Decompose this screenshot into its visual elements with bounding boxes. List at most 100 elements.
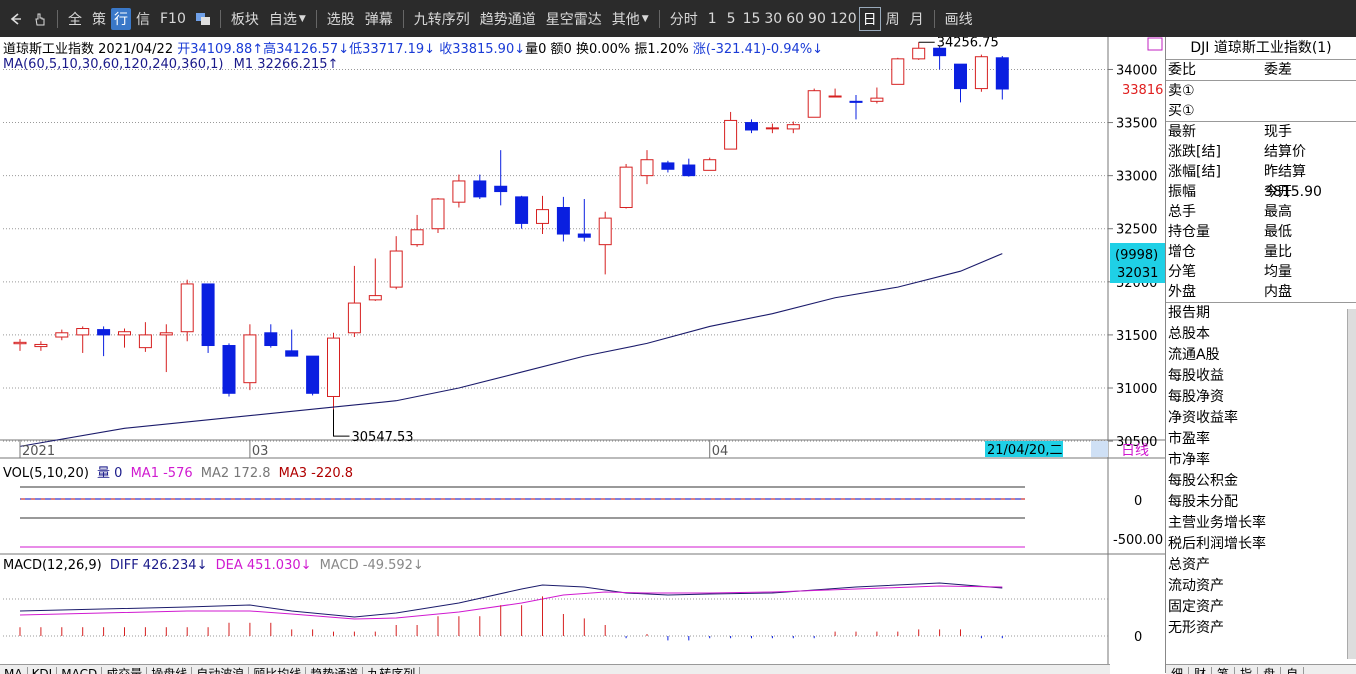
tb-draw[interactable]: 画线 [944,11,973,28]
panel-scrollbar[interactable] [1347,309,1356,659]
tb-danmu[interactable]: 弹幕 [364,11,393,28]
tb-zixuan-label: 自选 [268,11,297,28]
tb-90[interactable]: 90 [808,10,826,27]
candle-body [180,283,194,333]
volume-value: 量0 [525,42,547,57]
turnover-value: 换0.00% [575,42,631,57]
panel-toggle-icon [1147,37,1163,51]
candle-body [347,302,361,334]
indicator-tab[interactable]: MACD [57,667,103,674]
stat-key: 增仓 [1168,244,1196,260]
change-value: 涨(-321.41)-0.94%↓ [692,42,824,57]
close-value: 收33815.90↓ [439,42,526,57]
stat-key: 分笔 [1168,264,1196,280]
tb-xuangu[interactable]: 选股 [326,11,355,28]
tb-zixuan[interactable]: 自选 ▼ [264,8,311,30]
hand-icon[interactable] [28,8,52,30]
stat-value: 现手 [1264,124,1292,140]
tb-hang[interactable]: 行 [111,7,131,30]
indicator-tab[interactable]: 趋势通道 [306,667,364,674]
tb-15[interactable]: 15 [742,10,761,27]
candle-body [556,206,570,235]
candle-body [536,209,549,224]
indicator-tab[interactable]: MA [0,667,28,674]
candle-body [306,355,320,394]
vol-tick-label: 0 [1134,494,1142,509]
orderbook-key: 买① [1168,103,1195,119]
candle-body [577,233,591,238]
y-tick-label: 33000 [1116,170,1157,185]
candle-body [159,332,173,336]
macd-macd: MACD -49.592↓ [319,558,424,573]
macd-tick-label: 0 [1134,630,1142,645]
back-icon[interactable] [4,8,28,30]
tb-30[interactable]: 30 [764,10,783,27]
tb-week[interactable]: 周 [885,11,900,28]
finance-item: 主营业务增长率 [1168,515,1266,531]
vol-ma3: MA3 -220.8 [278,466,354,481]
caret-down-icon: ▼ [298,13,306,24]
kline-chart[interactable]: 3050031000315003200032500330003350034000… [0,37,1165,673]
candle-body [995,57,1009,90]
vol-ma1: MA1 -576 [130,466,193,481]
tb-fenshi[interactable]: 分时 [669,11,698,28]
tb-bankuai[interactable]: 板块 [230,11,259,28]
stat-value: 均量 [1264,264,1292,280]
cursor-price-box [1110,243,1165,283]
tb-5[interactable]: 5 [726,10,736,27]
tb-quan[interactable]: 全 [68,11,82,28]
vol-legend: VOL(5,10,20) 量 0 MA1 -576 MA2 172.8 MA3 … [3,462,353,481]
tb-qushi[interactable]: 趋势通道 [479,11,536,28]
tb-ce[interactable]: 策 [92,11,106,28]
indicator-tab[interactable]: 成交量 [102,667,148,674]
tb-qita[interactable]: 其他 ▼ [607,8,654,30]
ma-m1: M1 32266.215↑ [233,57,339,72]
panel-tab[interactable]: 财 [1189,667,1213,674]
panel-tab[interactable]: 盘 [1258,667,1282,674]
date-scroll-box [1091,441,1108,457]
finance-item: 流动资产 [1168,578,1224,594]
tb-jiuzhuan[interactable]: 九转序列 [413,11,470,28]
panel-tab[interactable]: 细 [1166,667,1190,674]
candle-body [118,331,131,336]
tb-60[interactable]: 60 [786,10,805,27]
indicator-tab[interactable]: 操盘线 [147,667,193,674]
tb-120[interactable]: 120 [829,10,857,27]
chart-bg [0,37,1165,673]
tb-month[interactable]: 月 [909,11,924,28]
low-pointer [333,409,350,437]
candle-body [452,180,466,203]
tb-xingkong[interactable]: 星空雷达 [545,11,602,28]
ma-line [19,253,1003,447]
candle-body [285,350,299,357]
vol-v: 量 0 [97,466,123,481]
indicator-tab[interactable]: 九转序列 [363,667,421,674]
windows-icon[interactable] [191,8,215,30]
candle-body [640,159,654,177]
candle-body [807,90,821,118]
panel-tab[interactable]: 自 [1281,667,1305,674]
candle-body [745,122,758,131]
finance-item: 每股收益 [1168,368,1224,384]
indicator-tab[interactable]: KDJ [27,667,58,674]
tb-day[interactable]: 日 [858,6,881,31]
panel-tab[interactable]: 笔 [1212,667,1236,674]
candle-body [138,334,152,349]
y-tick-label: 34000 [1116,63,1157,78]
candle-body [974,56,988,90]
cursor-price-label: (9998) [1115,248,1158,263]
chart-area[interactable]: 30500 31000 31500 32000 32500 33000 33500 34000… [0,37,1165,673]
stat-key: 最新 [1168,124,1196,140]
tb-f10[interactable]: F10 [160,10,186,27]
macd-legend: MACD(12,26,9) DIFF 426.234↓ DEA 451.030↓… [3,558,424,573]
indicator-tab[interactable]: 顾比均线 [249,667,307,674]
ohlc-header: 道琼斯工业指数 2021/04/22 开34109.88↑高34126.57↓低… [3,38,823,57]
tb-xin[interactable]: 信 [136,11,150,28]
indicator-tab[interactable]: 自动波浪 [192,667,250,674]
stat-row: 持仓量 最低 [1166,222,1356,242]
finance-item: 每股未分配 [1168,494,1238,510]
tb-1[interactable]: 1 [707,10,717,27]
panel-tab[interactable]: 指 [1235,667,1259,674]
finance-item: 每股净资 [1168,389,1224,405]
stat-value: 最低 [1264,224,1292,240]
